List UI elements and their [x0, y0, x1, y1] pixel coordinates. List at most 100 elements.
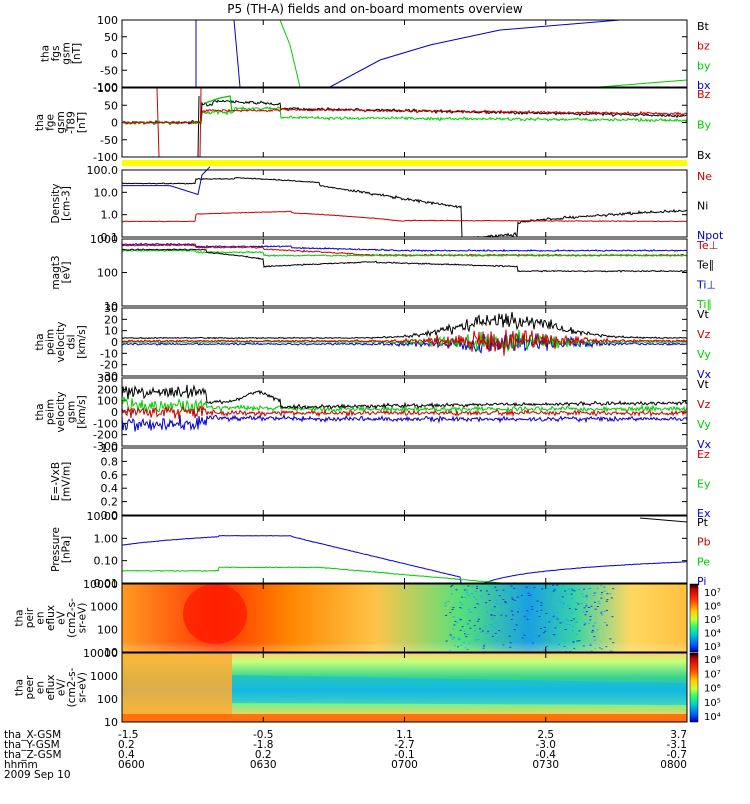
legend-vx: Vx	[697, 438, 712, 451]
legend-vy: Vy	[697, 418, 711, 431]
ytick-label: -300	[93, 440, 118, 453]
series-vx	[121, 413, 688, 432]
ylabel-line: -T89	[66, 111, 78, 134]
ytick-label: 10000	[83, 647, 118, 660]
panel-temp: magt3[eV] 1000 100 10 Te⊥ Te∥ Ti⊥ Ti∥	[50, 233, 718, 313]
series-ne	[121, 210, 688, 223]
series-vz	[121, 329, 688, 356]
ele-spectrum-early	[122, 653, 232, 722]
ylabel-line: fgs	[50, 46, 62, 62]
panel-efield: E=-VxB[mV/m] 1.00.80.60.40.20.0 Ez Ey Ex	[50, 442, 711, 522]
ytick-label: 50	[104, 31, 118, 44]
panel-vgsm: thapeimvelocitygsm[km/s] 3002001000-100-2…	[34, 372, 712, 453]
ele-flux-band	[232, 675, 687, 705]
xaxis-value: -3.1	[667, 739, 688, 751]
ytick-label: 10	[104, 325, 118, 338]
ylabel-vdsl: thapeimvelocitydsl[km/s]	[34, 321, 88, 362]
series-ni	[121, 176, 688, 238]
ytick-label: -10	[100, 347, 118, 360]
ylabel-vgsm: thapeimvelocitygsm[km/s]	[34, 391, 88, 432]
legend-vt: Vt	[697, 308, 710, 321]
coverage-strip	[122, 160, 687, 166]
panel-fge: thafgegsm-T89[nT] 100 50 0 -50 -100 Bz By Bx	[34, 82, 712, 164]
ytick-label: 10	[104, 300, 118, 313]
ylabel-density: Density[cm-3]	[50, 184, 73, 224]
ytick-label: 1.0	[101, 442, 119, 455]
colorbar-label: 10⁸	[704, 655, 721, 666]
series-bx	[197, 95, 200, 158]
xaxis-value: -3.0	[536, 739, 557, 751]
legend-ez: Ez	[697, 448, 710, 461]
legend-bt: Bt	[697, 20, 710, 33]
ytick-label: 100	[97, 623, 118, 636]
ylabel-line: eflux	[45, 675, 57, 701]
colorbar-label: 10⁶	[704, 684, 721, 695]
panel-ele_spec: thapeerenefluxeV/(cm2-s-sr-eV) 10000 1000 1…	[14, 647, 721, 729]
legend-ti: Ti∥	[696, 298, 712, 311]
xaxis-value: -2.7	[394, 739, 415, 751]
ytick-label: 1.00	[94, 532, 119, 545]
ylabel-line: tha	[34, 333, 46, 350]
ylabel-line: gsm	[66, 401, 78, 423]
xaxis-value: -0.1	[394, 749, 415, 761]
xaxis-value: 0.2	[118, 739, 135, 751]
plot-frame	[121, 238, 688, 307]
series-vt	[121, 384, 688, 411]
series-by	[599, 79, 687, 87]
ytick-label: 300	[97, 372, 118, 385]
series-vz	[121, 404, 688, 419]
xaxis-value: -1.5	[118, 729, 139, 741]
ytick-label: 20	[104, 313, 118, 326]
ytick-label: 10.00	[87, 510, 119, 523]
ylabel-ion_spec: thapeirenefluxeV(cm2-s-sr-eV)	[14, 598, 89, 638]
fgs-traces	[195, 20, 687, 87]
xaxis-value: 0.4	[118, 749, 135, 761]
panel-pressure: Pressure[nPa] 10.00 1.00 0.10 0.01 Pt Pb Pe Pi	[50, 510, 711, 590]
legend-by: By	[697, 119, 712, 132]
series-by	[121, 105, 688, 126]
ylabel-line: [nPa]	[60, 536, 72, 563]
ytick-label: 100	[97, 82, 118, 95]
xaxis-row-label: tha_Y-GSM	[4, 739, 60, 751]
ylabel-line: velocity	[55, 391, 67, 432]
ytick-label: 1000	[90, 670, 118, 683]
legend-bz: bz	[697, 40, 710, 53]
series-bx	[233, 20, 241, 87]
xaxis-value: 2.5	[537, 729, 554, 741]
ytick-label: 1000	[90, 233, 118, 246]
ytick-label: 100	[97, 267, 118, 280]
legend-vx: Vx	[697, 368, 712, 381]
series-vy	[121, 396, 688, 414]
ylabel-line: sr-eV)	[77, 603, 89, 634]
ylabel-line: (cm2-s-	[66, 667, 78, 707]
ylabel-pressure: Pressure[nPa]	[50, 527, 73, 572]
ylabel-line: peir	[24, 607, 36, 628]
ytick-label: 100	[97, 395, 118, 408]
legend-ey: Ey	[697, 478, 711, 491]
ylabel-line: peim	[45, 329, 57, 355]
ytick-label: 1000	[90, 601, 118, 614]
ylabel-line: gsm	[60, 42, 72, 64]
ylabel-line: eflux	[45, 605, 57, 631]
legend-vt: Vt	[697, 378, 710, 391]
xaxis-row-label: tha_Z-GSM	[4, 749, 62, 761]
ytick-label: 0	[111, 48, 118, 61]
series-by	[279, 20, 301, 87]
ytick-label: -50	[100, 64, 118, 77]
legend-pt: Pt	[697, 516, 709, 529]
ytick-label: 30	[104, 302, 118, 315]
plot-frame	[121, 19, 688, 88]
legend-bz: Bz	[697, 88, 711, 101]
ylabel-line: [eV]	[60, 262, 72, 284]
ylabel-line: eV	[56, 610, 68, 624]
ylabel-line: eV/	[56, 678, 68, 696]
ion-spectrum-shade	[122, 584, 687, 652]
xaxis-value: 0730	[532, 759, 559, 771]
legend-ti: Ti⊥	[696, 278, 716, 291]
xaxis-value: -1.8	[253, 739, 274, 751]
ytick-label: 10	[104, 646, 118, 659]
xaxis-value: -0.5	[253, 729, 274, 741]
colorbar-label: 10³	[704, 642, 721, 653]
colorbar-ion	[689, 583, 699, 653]
